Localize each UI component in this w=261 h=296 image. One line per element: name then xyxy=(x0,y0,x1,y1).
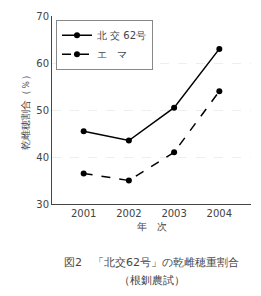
svg-text:2002: 2002 xyxy=(116,208,141,219)
svg-text:乾雌穂割合（％）: 乾雌穂割合（％） xyxy=(20,70,31,150)
svg-text:70: 70 xyxy=(36,11,49,22)
svg-text:年 次: 年 次 xyxy=(137,221,167,232)
svg-text:2004: 2004 xyxy=(207,208,232,219)
svg-text:北 交 62号: 北 交 62号 xyxy=(97,30,146,41)
svg-text:40: 40 xyxy=(36,152,49,163)
svg-text:30: 30 xyxy=(36,199,49,210)
svg-text:（根釧農試）: （根釧農試） xyxy=(119,274,185,287)
svg-text:エ マ: エ マ xyxy=(97,49,127,60)
svg-text:60: 60 xyxy=(36,58,49,69)
svg-text:図2 「北交62号」の乾雌穂重割合: 図2 「北交62号」の乾雌穂重割合 xyxy=(64,256,239,269)
svg-text:2003: 2003 xyxy=(161,208,186,219)
svg-text:50: 50 xyxy=(36,105,49,116)
svg-text:2001: 2001 xyxy=(71,208,96,219)
